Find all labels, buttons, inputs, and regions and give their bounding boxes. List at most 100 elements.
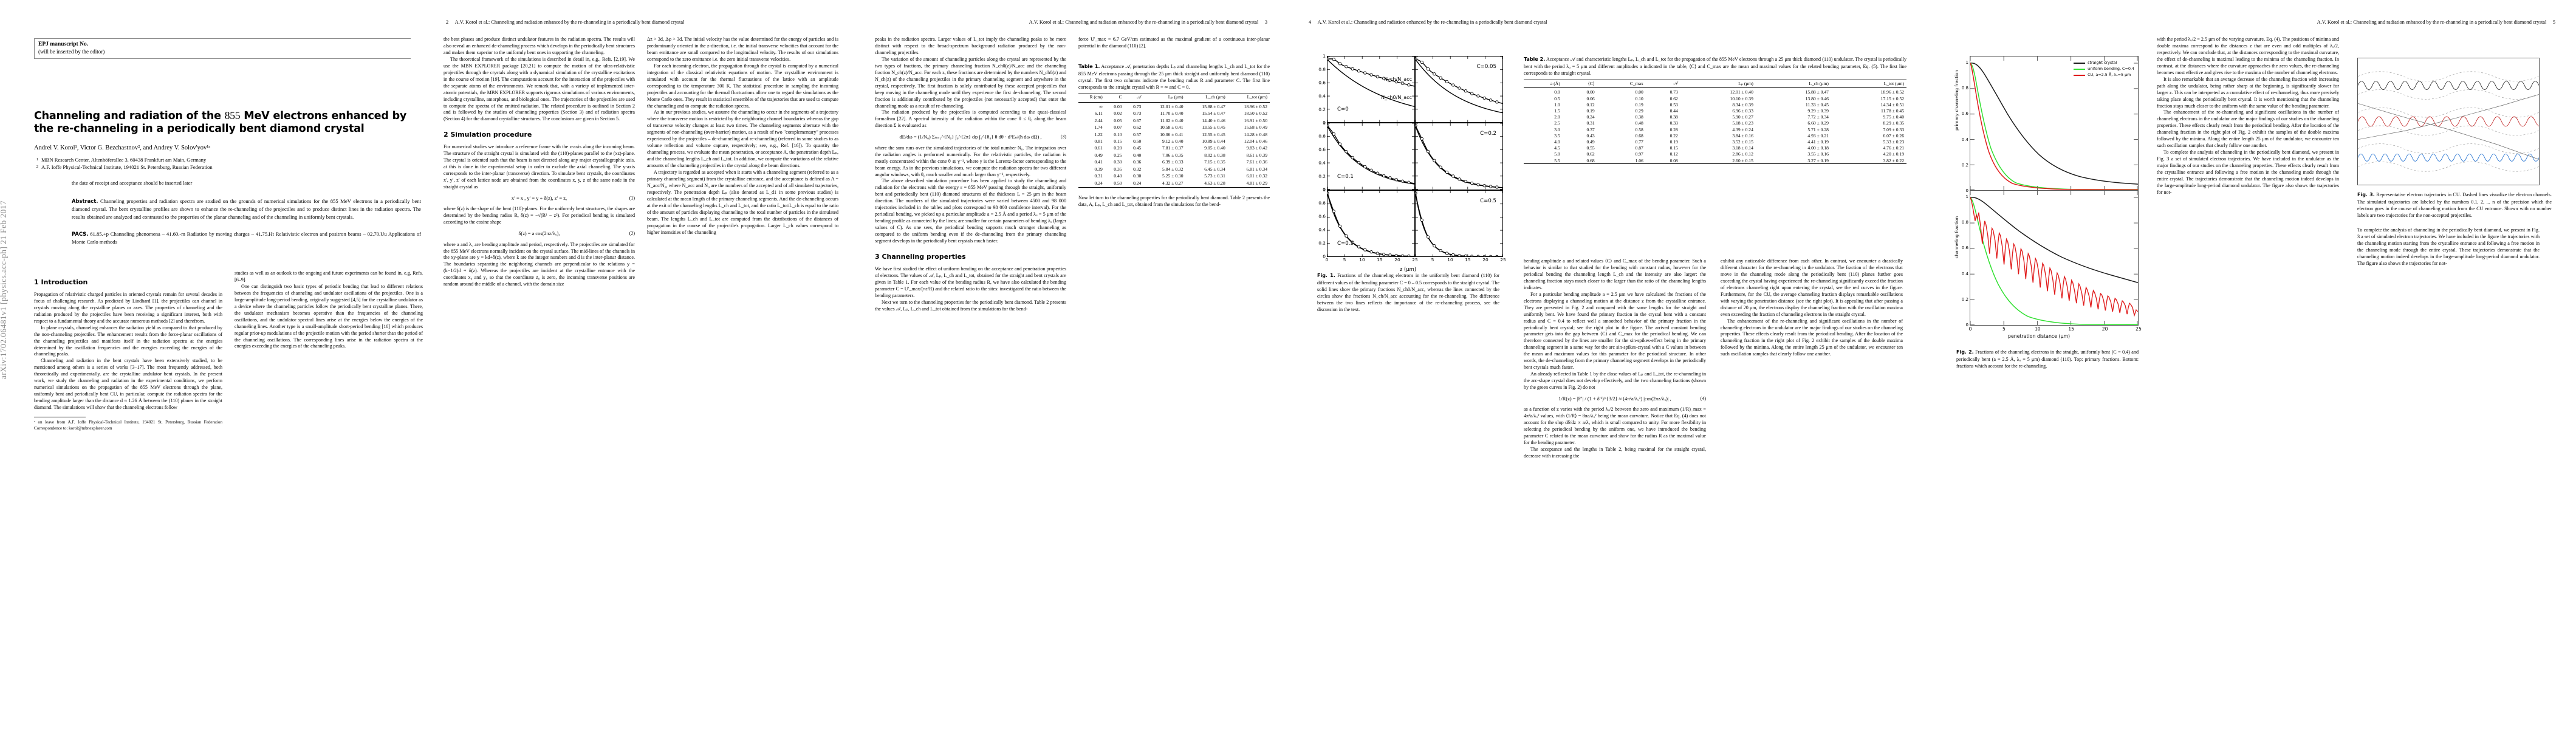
table-cell: 4.5	[1554, 145, 1560, 151]
table-2-col-5: L_ch (μm)	[1809, 80, 1829, 86]
figure-1-data-marker	[1407, 254, 1411, 257]
paragraph: as a function of z varies with the perio…	[1524, 406, 1706, 446]
paragraph: A trajectory is regarded as accepted whe…	[647, 169, 838, 235]
paragraph: One can distinguish two basic types of p…	[235, 283, 423, 349]
page-4-running-head: 4 A.V. Korol et al.: Channeling and radi…	[1309, 19, 1547, 25]
figure-1-panel-label: C=0.05	[1476, 64, 1496, 70]
table-cell: 0.62	[1586, 151, 1595, 157]
figure-1-data-marker	[1327, 191, 1329, 195]
figure-1-data-marker	[1382, 174, 1386, 178]
figure-1-data-marker	[1394, 254, 1398, 257]
table-cell: 11.33 ± 0.45	[1805, 101, 1829, 108]
figure-1-data-marker	[1363, 248, 1367, 252]
table-cell: 0.33	[1670, 120, 1678, 126]
figure-1-y-tick-label: 0.8	[1318, 200, 1326, 206]
table-cell: 13.80 ± 0.46	[1805, 95, 1829, 101]
table-cell: 2.60 ± 0.15	[1732, 157, 1753, 163]
figure-1-data-marker	[1375, 75, 1379, 78]
figure-1-data-marker	[1451, 253, 1455, 256]
table-cell: 0.36	[1133, 159, 1142, 165]
table-cell: 10.10 ± 0.39	[1730, 95, 1753, 101]
figure-1-y-tick-label: 0	[1323, 187, 1326, 193]
paragraph: bending amplitude a and related values ⟨…	[1524, 258, 1706, 290]
table-cell: 4.00 ± 0.18	[1807, 145, 1829, 151]
table-cell: 0.57	[1133, 131, 1142, 137]
running-head-text: A.V. Korol et al.: Channeling and radiat…	[1029, 19, 1259, 25]
figure-1-data-marker	[1464, 254, 1467, 257]
figure-1-y-tick-label: 0.4	[1318, 160, 1326, 166]
figure-1-caption: Fig. 1. Fractions of the channeling elec…	[1317, 272, 1499, 313]
figure-2-y-tick-label: 0.8	[1961, 220, 1968, 225]
epj-line-1: EPJ manuscript No.	[38, 41, 89, 47]
table-2-col-6: L_tot (μm)	[1883, 80, 1904, 86]
table-cell: 0.81	[1094, 139, 1103, 144]
figure-2-x-tick-label: 10	[2034, 326, 2041, 332]
figure-1-data-marker	[1439, 248, 1442, 253]
table-cell: 4.93 ± 0.21	[1807, 132, 1829, 139]
figure-1-data-marker	[1407, 181, 1411, 185]
figure-1-data-marker	[1445, 252, 1449, 255]
table-cell: 0.40	[1133, 152, 1142, 158]
table-row: 1.0 0.12 0.19 0.53 8.34 ± 0.39 11.33 ± 0.45 14…	[1524, 101, 1906, 108]
figure-1-y-tick-label: 0.8	[1318, 66, 1326, 72]
page-number: 5	[2552, 19, 2555, 25]
legend-label: uniform bending, C=0.4	[2088, 66, 2134, 71]
running-head-text: A.V. Korol et al.: Channeling and radiat…	[1317, 19, 1547, 25]
figure-1-panel-svg	[1416, 190, 1502, 257]
table-cell: 8.34 ± 0.39	[1732, 101, 1753, 108]
page-3-columns: peaks in the radiation spectra. Larger v…	[875, 36, 1270, 705]
table-cell: 15.88 ± 0.47	[1202, 103, 1225, 109]
figure-3-plot	[2357, 58, 2540, 185]
table-row: 0.0 0.00 0.00 0.73 12.01 ± 0.40 15.88 ± 0.47 1…	[1524, 88, 1906, 95]
table-cell: 3.55 ± 0.16	[1807, 151, 1829, 157]
table-cell: 0.40	[1114, 173, 1122, 179]
figure-1-y-tick-label: 0.8	[1318, 133, 1326, 139]
table-row: 0.61 0.20 0.45 7.81 ± 0.37 9.05 ± 0.40 9.83 ±…	[1078, 145, 1270, 152]
figure-1-panel: C=0.3	[1327, 190, 1415, 258]
figure-1-data-marker	[1426, 67, 1430, 71]
table-cell: 0.29	[1635, 108, 1643, 114]
figure-1-y-tick-label: 0.6	[1318, 213, 1326, 219]
figure-1-x-tick-label: 20	[1482, 257, 1488, 262]
figure-1-data-marker	[1394, 80, 1398, 84]
paragraph: Next we turn to the channeling propertie…	[875, 299, 1066, 312]
figure-1-panel-svg	[1327, 56, 1414, 123]
abstract-label: Abstract.	[72, 198, 98, 205]
figure-1-panel-label: C=0.3	[1337, 241, 1354, 247]
figure-2-y-tick-label: 0.8	[1961, 86, 1968, 91]
table-cell: 0.24	[1094, 180, 1103, 186]
legend-item: uniform bending, C=0.4	[2074, 66, 2134, 72]
table-cell: 0.12	[1586, 101, 1595, 108]
page-4: 4 A.V. Korol et al.: Channeling and radi…	[1288, 0, 1932, 729]
pacs-label: PACS.	[72, 230, 89, 237]
abstract: Abstract. Channeling properties and radi…	[72, 197, 421, 220]
section-heading-introduction: 1 Introduction	[34, 278, 88, 286]
page-2: 2 A.V. Korol et al.: Channeling and radi…	[425, 0, 857, 729]
figure-1-data-marker	[1433, 159, 1436, 163]
figure-2-legend: straight crystal uniform bending, C=0.4 …	[2074, 60, 2134, 78]
table-cell: 0.31	[1586, 120, 1595, 126]
table-row: 0.5 0.06 0.10 0.62 10.10 ± 0.39 13.80 ± 0.46 1…	[1524, 95, 1906, 101]
table-row: 0.49 0.25 0.40 7.06 ± 0.35 8.02 ± 0.38 8.61 ±…	[1078, 152, 1270, 159]
table-row: 0.31 0.40 0.30 5.25 ± 0.30 5.73 ± 0.31 6.01 ±…	[1078, 173, 1270, 180]
paragraph: Δz > 3d, Δφ > 3d. The initial velocity h…	[647, 36, 838, 62]
page-number: 2	[446, 19, 449, 25]
table-cell: 18.96 ± 0.52	[1880, 89, 1904, 95]
table-cell: 12.01 ± 0.40	[1160, 103, 1184, 109]
figure-2-bottom-y-label: channeling fraction	[1954, 216, 1959, 259]
equation-2-tag: (2)	[629, 230, 635, 236]
table-cell: 0.10	[1114, 131, 1122, 137]
table-cell: 0.48	[1635, 120, 1643, 126]
figure-1-data-marker	[1495, 185, 1499, 190]
table-cell: 3.18 ± 0.14	[1732, 145, 1753, 151]
table-cell: 5.84 ± 0.32	[1162, 166, 1184, 172]
table-row: ∞ 0.00 0.73 12.01 ± 0.40 15.88 ± 0.47 18.96 ±…	[1078, 102, 1270, 110]
table-cell: 11.78 ± 0.45	[1880, 108, 1904, 114]
figure-1-data-marker	[1363, 165, 1367, 169]
equation-2: δ(z) = a cos(2πz/λᵤ), (2)	[444, 230, 635, 237]
figure-1-data-marker	[1426, 235, 1430, 239]
table-cell: 0.45	[1133, 145, 1142, 151]
table-cell: 0.25	[1114, 152, 1122, 158]
table-cell: 0.77	[1635, 139, 1643, 145]
table-cell: 5.71 ± 0.28	[1807, 126, 1829, 132]
